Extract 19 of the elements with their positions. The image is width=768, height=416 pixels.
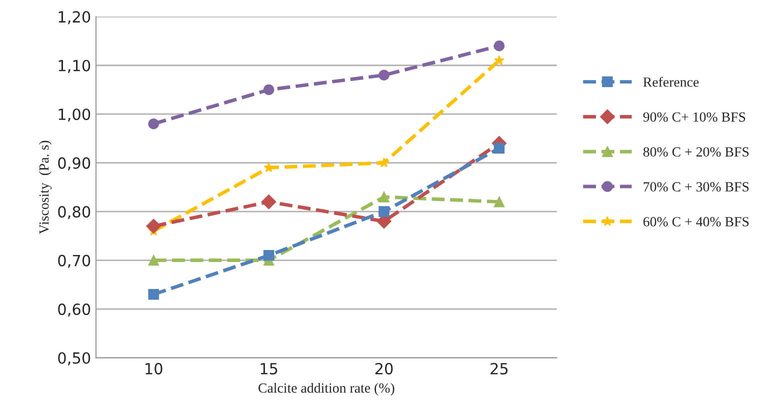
legend-label: 90% C+ 10% BFS: [643, 112, 746, 122]
legend-label: 80% C + 20% BFS: [643, 147, 749, 157]
y-tick-label: 1,10: [58, 60, 90, 73]
x-tick-label: 20: [375, 362, 393, 374]
y-tick-label: 0,50: [58, 352, 90, 366]
y-tick-label: 1,20: [58, 11, 90, 24]
y-tick-label: 0,70: [58, 254, 90, 268]
y-axis-title: Viscosity (Pa. s): [38, 140, 52, 234]
legend-label: Reference: [643, 76, 699, 87]
x-tick-label: 25: [490, 362, 508, 374]
x-tick-label: 15: [260, 363, 278, 374]
legend-label: 60% C + 40% BFS: [643, 217, 749, 226]
y-tick-label: 0,60: [58, 303, 90, 317]
x-tick-label: 10: [146, 362, 162, 374]
x-axis-title: Calcite addition rate (%): [258, 382, 394, 396]
y-tick-label: 0,90: [58, 157, 90, 170]
y-tick-label: 1,00: [58, 108, 90, 122]
y-tick-label: 0,80: [58, 206, 90, 220]
legend-label: 70% C + 30% BFS: [644, 182, 749, 192]
